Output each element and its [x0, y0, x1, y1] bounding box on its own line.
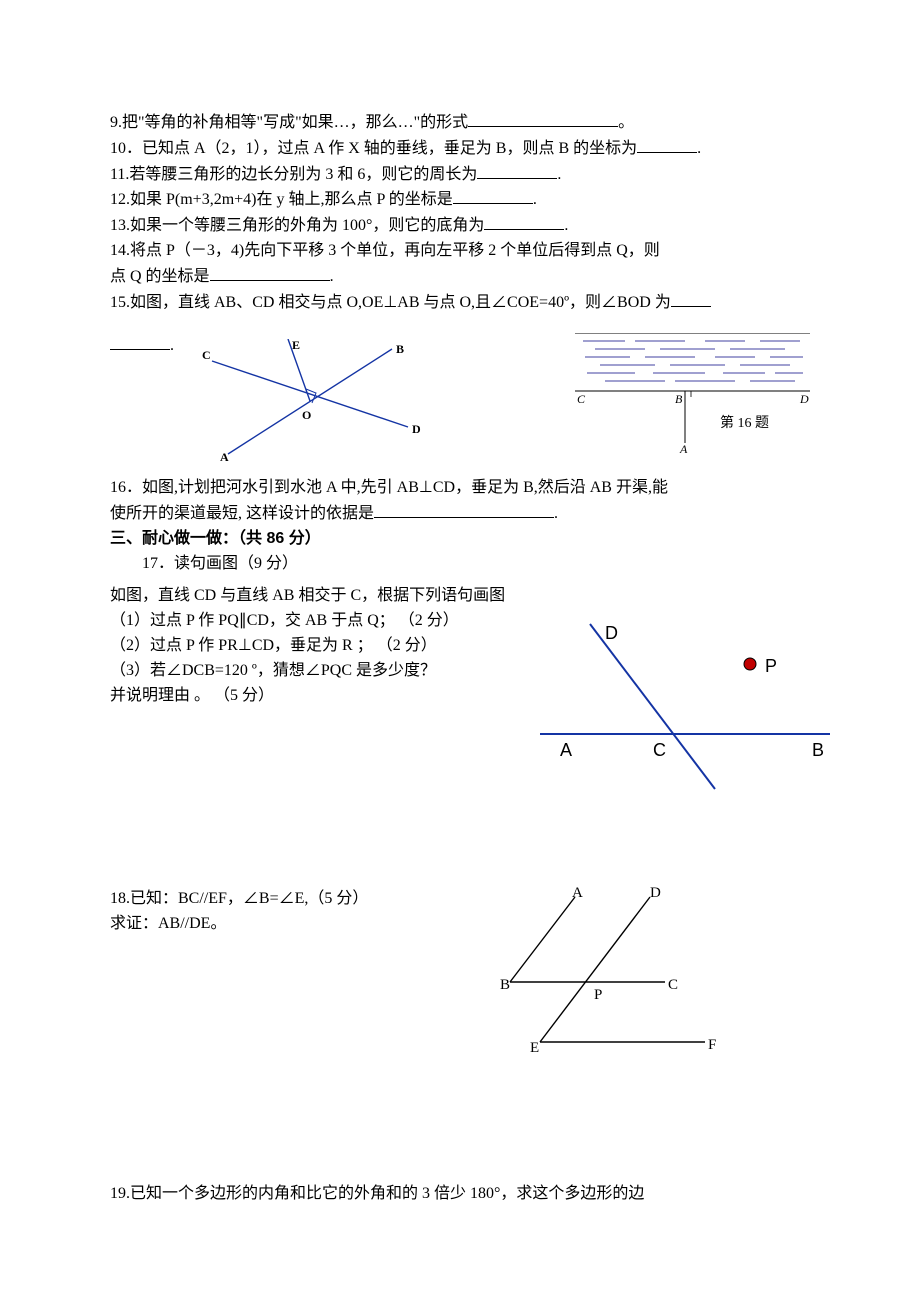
fig15-label-A: A [220, 450, 229, 464]
fig15-label-O: O [302, 408, 311, 422]
q14a-text: 14.将点 P（－3，4)先向下平移 3 个单位，再向左平移 2 个单位后得到点… [110, 242, 660, 259]
q16b-text: 使所开的渠道最短, 这样设计的依据是 [110, 505, 374, 522]
q14b-text: 点 Q 的坐标是 [110, 268, 210, 285]
fig15-label-D: D [412, 422, 421, 436]
spacer [110, 315, 810, 333]
q15a-text: 15.如图，直线 AB、CD 相交与点 O,OE⊥AB 与点 O,且∠COE=4… [110, 294, 671, 311]
q17-2: （2）过点 P 作 PR⊥CD，垂足为 R ； （2 分） [110, 634, 540, 659]
q9-blank [468, 110, 618, 127]
q10-text: 10．已知点 A（2，1），过点 A 作 X 轴的垂线，垂足为 B，则点 B 的… [110, 140, 637, 157]
question-17-head: 17．读句画图（9 分） [110, 552, 810, 577]
fig17-label-C: C [653, 740, 666, 760]
fig17-label-A: A [560, 740, 572, 760]
question-9: 9.把"等角的补角相等"写成"如果…，那么…"的形式 。 [110, 110, 810, 136]
fig18-label-B: B [500, 977, 510, 993]
figure-17: D P A C B [540, 614, 830, 794]
q9-tail: 。 [618, 114, 634, 131]
figure-row-15-16: A B C D E O [110, 339, 810, 466]
figure-18: A D B P C E F [490, 887, 740, 1057]
fig18-label-E: E [530, 1040, 539, 1056]
figure-16-wrap: C B D A 第 16 题 [575, 333, 810, 466]
page-container: 9.把"等角的补角相等"写成"如果…，那么…"的形式 。 10．已知点 A（2，1… [0, 0, 920, 1267]
section-3-heading: 三、耐心做一做：（共 86 分） [110, 527, 810, 552]
fig15-label-B: B [396, 342, 404, 356]
q12-text: 12.如果 P(m+3,2m+4)在 y 轴上,那么点 P 的坐标是 [110, 191, 453, 208]
q11-tail: . [557, 166, 561, 183]
fig15-label-E: E [292, 339, 300, 352]
fig17-label-D: D [605, 623, 618, 643]
q11-blank [477, 162, 557, 179]
q13-tail: . [564, 217, 568, 234]
question-13: 13.如果一个等腰三角形的外角为 100°，则它的底角为. [110, 213, 810, 239]
fig17-label-P: P [765, 656, 777, 676]
question-12: 12.如果 P(m+3,2m+4)在 y 轴上,那么点 P 的坐标是. [110, 187, 810, 213]
q13-blank [484, 213, 564, 230]
question-16-line2: 使所开的渠道最短, 这样设计的依据是. [110, 501, 810, 527]
fig18-label-C: C [668, 977, 678, 993]
fig15-label-C: C [202, 348, 211, 362]
q14-blank [210, 264, 330, 281]
q18-line1: 18.已知：BC//EF，∠B=∠E,（5 分） [110, 887, 490, 912]
spacer-18-19 [110, 1072, 810, 1182]
q12-blank [453, 187, 533, 204]
q15-blank1 [671, 290, 711, 307]
q10-blank [637, 136, 697, 153]
fig16-label-B: B [675, 392, 683, 406]
q11-text: 11.若等腰三角形的边长分别为 3 和 6，则它的周长为 [110, 166, 477, 183]
question-11: 11.若等腰三角形的边长分别为 3 和 6，则它的周长为. [110, 162, 810, 188]
question-19: 19.已知一个多边形的内角和比它的外角和的 3 倍少 180°，求这个多边形的边 [110, 1182, 810, 1207]
q9-text: 9.把"等角的补角相等"写成"如果…，那么…"的形式 [110, 114, 468, 131]
question-15-line1: 15.如图，直线 AB、CD 相交与点 O,OE⊥AB 与点 O,且∠COE=4… [110, 290, 810, 316]
q14-tail: . [330, 268, 334, 285]
q17-3: （3）若∠DCB=120 º，猜想∠PQC 是多少度？ [110, 659, 540, 684]
q17-1: （1）过点 P 作 PQ∥CD，交 AB 于点 Q； （2 分） [110, 609, 540, 634]
question-14-line1: 14.将点 P（－3，4)先向下平移 3 个单位，再向左平移 2 个单位后得到点… [110, 239, 810, 264]
question-14-line2: 点 Q 的坐标是. [110, 264, 810, 290]
q12-tail: . [533, 191, 537, 208]
fig18-label-F: F [708, 1037, 716, 1053]
q18-line2: 求证：AB//DE。 [110, 912, 490, 937]
fig18-label-D: D [650, 887, 661, 901]
fig17-point-P [744, 658, 756, 670]
q18-row: 18.已知：BC//EF，∠B=∠E,（5 分） 求证：AB//DE。 A D [110, 887, 810, 1062]
figure-15: A B C D E O [170, 339, 430, 464]
question-10: 10．已知点 A（2，1），过点 A 作 X 轴的垂线，垂足为 B，则点 B 的… [110, 136, 810, 162]
q16-tail: . [554, 505, 558, 522]
q15-blank2 [110, 333, 170, 350]
q10-tail: . [697, 140, 701, 157]
fig18-label-A: A [572, 887, 583, 901]
fig16-label-C: C [577, 392, 586, 406]
figure-16: C B D A 第 16 题 [575, 333, 810, 461]
q17-row: 如图，直线 CD 与直线 AB 相交于 C，根据下列语句画图 （1）过点 P 作… [110, 584, 810, 799]
q13-text: 13.如果一个等腰三角形的外角为 100°，则它的底角为 [110, 217, 484, 234]
fig17-label-B: B [812, 740, 824, 760]
fig16-label-A: A [679, 442, 688, 456]
fig16-label-D: D [799, 392, 809, 406]
q16a-text: 16．如图,计划把河水引到水池 A 中,先引 AB⊥CD，垂足为 B,然后沿 A… [110, 479, 668, 496]
fig18-label-P: P [594, 987, 602, 1003]
spacer-17-18 [110, 809, 810, 879]
fig16-caption: 第 16 题 [720, 414, 769, 431]
q17-intro: 如图，直线 CD 与直线 AB 相交于 C，根据下列语句画图 [110, 584, 540, 609]
question-16-line1: 16．如图,计划把河水引到水池 A 中,先引 AB⊥CD，垂足为 B,然后沿 A… [110, 476, 810, 501]
q16-blank [374, 501, 554, 518]
q17-4: 并说明理由 。 （5 分） [110, 684, 540, 709]
